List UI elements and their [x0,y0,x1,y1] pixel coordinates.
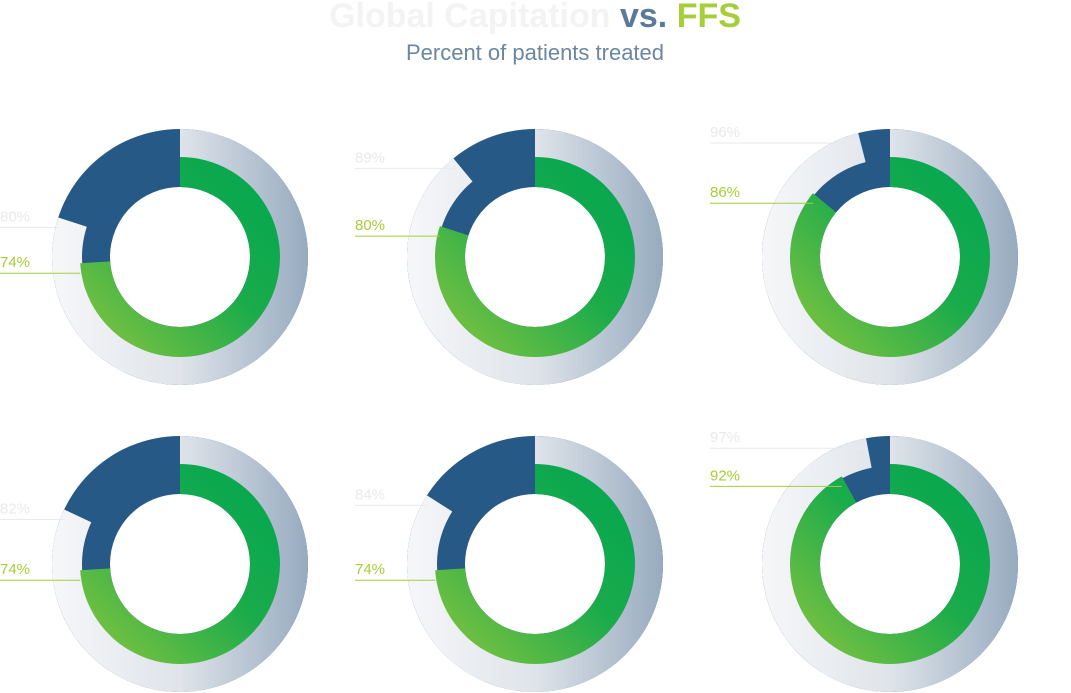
value-label: 96% [710,124,740,141]
inner-arc [80,157,280,357]
value-label: 89% [355,149,385,166]
value-label: 86% [710,184,740,201]
chart-subtitle: Percent of patients treated [406,40,664,65]
value-label: 74% [355,561,385,578]
inner-arc [790,464,990,664]
value-label: 82% [0,500,30,517]
title-part: FFS [677,0,741,35]
title-part: Global Capitation [329,0,610,35]
inner-arc [435,464,635,664]
value-label: 84% [355,486,385,503]
value-label: 80% [355,217,385,234]
inner-arc [80,464,280,664]
value-label: 92% [710,467,740,484]
inner-arc [790,157,990,357]
value-label: 97% [710,429,740,446]
value-label: 74% [0,254,30,271]
chart-title: Global Capitation vs. FFS [329,0,741,35]
value-label: 80% [0,208,30,225]
title-part: vs. [620,0,667,35]
value-label: 74% [0,561,30,578]
inner-arc [435,157,635,357]
